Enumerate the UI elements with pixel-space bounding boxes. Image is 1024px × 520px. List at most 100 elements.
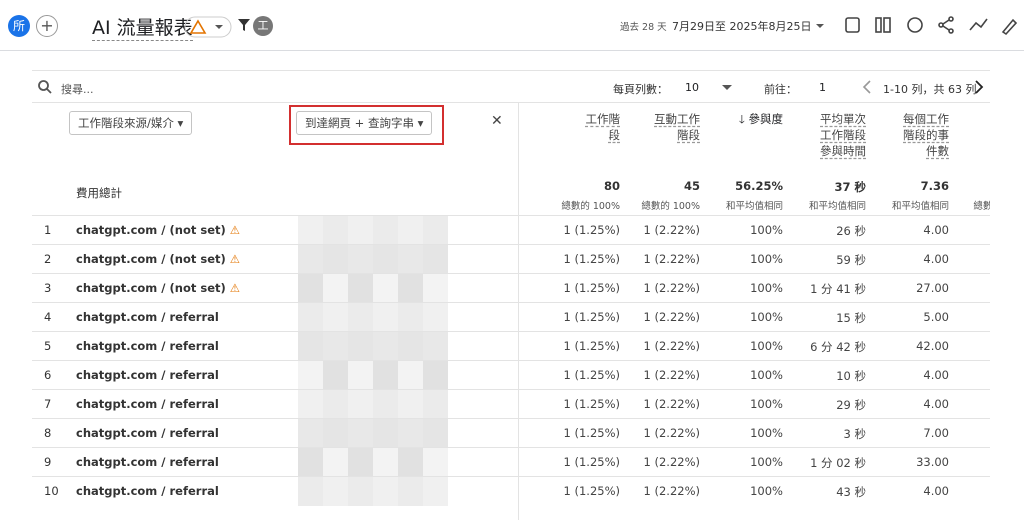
metric-value: 43 秒 <box>836 485 866 499</box>
redacted-cell <box>373 390 398 419</box>
redacted-cell <box>348 448 373 477</box>
add-button[interactable]: + <box>36 15 58 37</box>
redacted-cell <box>398 390 423 419</box>
metric-value: 1 (2.22%) <box>643 252 700 266</box>
metric-value: 1 (1.25%) <box>563 484 620 498</box>
redacted-cell <box>398 448 423 477</box>
redacted-cell <box>298 361 323 390</box>
metric-value: 15 秒 <box>836 311 866 325</box>
filter-icon[interactable] <box>237 18 251 32</box>
redacted-cell <box>298 448 323 477</box>
row-index: 7 <box>44 397 52 411</box>
row-index: 4 <box>44 310 52 324</box>
redacted-cell <box>423 361 448 390</box>
search-input[interactable]: 搜尋... <box>61 83 94 96</box>
redacted-cell <box>373 477 398 506</box>
metric-value: 100% <box>750 426 783 440</box>
redacted-cell <box>298 332 323 361</box>
metric-value: 100% <box>750 223 783 237</box>
goto-label: 前往： <box>764 83 797 96</box>
dimension-label: 工作階段來源/媒介 <box>78 116 174 130</box>
redacted-cell <box>373 361 398 390</box>
table-body: 1 chatgpt.com / (not set) ⚠ 1 (1.25%) 1 (2.… <box>32 215 990 506</box>
metric-value: 1 (2.22%) <box>643 281 700 295</box>
metric-value: 7.00 <box>923 426 949 440</box>
table-row: 2 chatgpt.com / (not set) ⚠ 1 (1.25%) 1 (2.… <box>32 244 990 274</box>
dropdown-arrow[interactable] <box>722 85 732 91</box>
dimension-chip[interactable]: 到達網頁 + 查詢字串 ▾ <box>296 111 433 135</box>
row-source: chatgpt.com / referral <box>76 368 219 382</box>
row-index: 3 <box>44 281 52 295</box>
metric-value: 1 (2.22%) <box>643 339 700 353</box>
remove-dimension[interactable]: ✕ <box>491 113 503 129</box>
row-source: chatgpt.com / referral <box>76 339 219 353</box>
metric-value: 100% <box>750 397 783 411</box>
column-total: 56.25% <box>735 179 783 193</box>
column-total: 7.36 <box>920 179 949 193</box>
row-index: 2 <box>44 252 52 266</box>
metric-value: 100% <box>750 368 783 382</box>
redacted-cell <box>323 332 348 361</box>
redacted-cell <box>373 245 398 274</box>
report-title[interactable]: AI 流量報表 <box>92 13 193 41</box>
row-index: 9 <box>44 455 52 469</box>
row-source: chatgpt.com / referral <box>76 426 219 440</box>
metric-value: 1 分 41 秒 <box>810 282 866 296</box>
redacted-cell <box>348 303 373 332</box>
warning-icon: ⚠ <box>229 281 241 295</box>
redacted-cell <box>323 245 348 274</box>
column-total-note: 和平均值相同 <box>808 201 866 212</box>
redacted-cell <box>373 303 398 332</box>
warning-menu[interactable] <box>184 16 232 38</box>
row-index: 1 <box>44 223 52 237</box>
column-header: 互動工作階段 <box>654 112 700 142</box>
report-card: 搜尋... 每頁列數： 10 前往： 1 1-10 列，共 63 列 工作階段來… <box>32 70 990 520</box>
row-source: chatgpt.com / referral <box>76 455 219 469</box>
dimension-chip[interactable]: 工作階段來源/媒介 ▾ <box>69 111 193 135</box>
redacted-cell <box>423 274 448 303</box>
metric-value: 5.00 <box>923 310 949 324</box>
row-source: chatgpt.com / referral <box>76 310 219 324</box>
metric-value: 1 (2.22%) <box>643 426 700 440</box>
table-row: 9 chatgpt.com / referral 1 (1.25%) 1 (2.22%… <box>32 447 990 477</box>
badge[interactable]: 工 <box>253 16 273 36</box>
redacted-cell <box>323 448 348 477</box>
metric-value: 3 秒 <box>843 427 866 441</box>
rows-per-page[interactable]: 10 <box>685 81 699 94</box>
redacted-cell <box>423 332 448 361</box>
next-page[interactable] <box>974 80 984 94</box>
redacted-cell <box>423 448 448 477</box>
redacted-cell <box>323 216 348 245</box>
metric-value: 1 (1.25%) <box>563 223 620 237</box>
row-source: chatgpt.com / (not set) ⚠ <box>76 252 241 266</box>
redacted-cell <box>423 477 448 506</box>
redacted-cell <box>423 303 448 332</box>
metric-value: 4.00 <box>923 252 949 266</box>
goto-page[interactable]: 1 <box>819 81 826 94</box>
redacted-cell <box>398 245 423 274</box>
metric-value: 100% <box>750 281 783 295</box>
redacted-cell <box>398 361 423 390</box>
metric-value: 6 分 42 秒 <box>810 340 866 354</box>
metric-value: 1 (1.25%) <box>563 310 620 324</box>
header-icons[interactable] <box>810 14 1020 38</box>
prev-page[interactable] <box>862 80 872 94</box>
redacted-cell <box>323 361 348 390</box>
column-total-note: 總數的 100% <box>973 201 990 212</box>
redacted-cell <box>348 361 373 390</box>
metric-value: 1 (1.25%) <box>563 455 620 469</box>
redacted-cell <box>423 216 448 245</box>
redacted-cell <box>348 216 373 245</box>
metric-value: 4.00 <box>923 223 949 237</box>
column-header: 🡓 參與度 <box>738 112 783 126</box>
redacted-cell <box>373 216 398 245</box>
row-source: chatgpt.com / referral <box>76 484 219 498</box>
date-range[interactable]: 7月29日至 2025年8月25日 <box>672 20 812 33</box>
metric-value: 100% <box>750 339 783 353</box>
table-row: 6 chatgpt.com / referral 1 (1.25%) 1 (2.22%… <box>32 360 990 390</box>
column-header: 每個工作階段的事件數 <box>903 112 949 158</box>
metric-value: 1 (2.22%) <box>643 484 700 498</box>
redacted-cell <box>323 477 348 506</box>
redacted-cell <box>298 419 323 448</box>
avatar[interactable]: 所 <box>8 15 30 37</box>
